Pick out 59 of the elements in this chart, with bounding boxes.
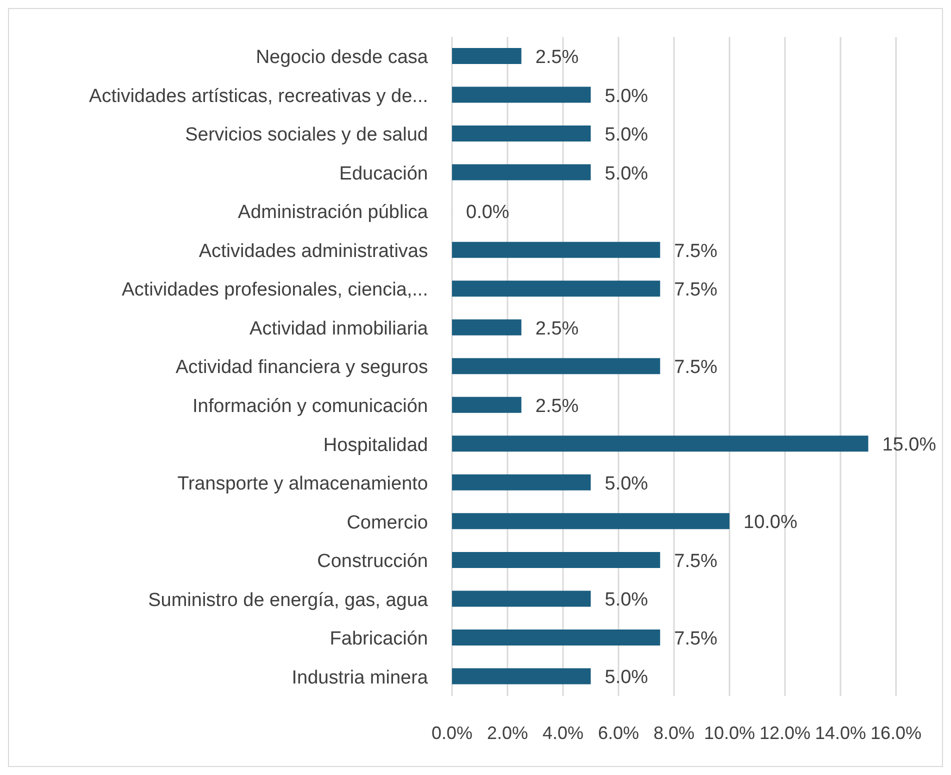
data-label: 5.0% (604, 124, 648, 146)
data-label: 5.0% (604, 86, 648, 107)
y-tick-label: Actividades profesionales, ciencia,... (122, 280, 428, 301)
y-tick-label: Construcción (317, 551, 428, 572)
data-label: 7.5% (674, 240, 718, 262)
y-tick-label: Hospitalidad (323, 434, 428, 456)
data-label: 5.0% (604, 667, 648, 688)
y-tick-label: Servicios sociales y de salud (185, 124, 428, 146)
y-tick-label: Actividad inmobiliaria (250, 318, 428, 340)
data-label: 5.0% (604, 473, 648, 494)
data-label: 5.0% (604, 163, 648, 184)
x-tick-label: 8.0% (653, 722, 695, 743)
bar (452, 126, 591, 142)
y-tick-label: Actividad financiera y seguros (176, 357, 428, 378)
y-tick-label: Actividades artísticas, recreativas y de... (89, 86, 428, 107)
data-label: 2.5% (535, 396, 579, 417)
data-label: 10.0% (744, 512, 798, 534)
bar (452, 48, 522, 64)
bar (452, 164, 591, 180)
y-tick-label: Transporte y almacenamiento (177, 474, 428, 495)
data-label: 7.5% (674, 357, 718, 378)
y-tick-label: Fabricación (330, 628, 428, 650)
data-label: 7.5% (674, 550, 718, 572)
bar (452, 552, 660, 568)
data-label: 15.0% (882, 434, 936, 456)
data-label: 2.5% (535, 318, 579, 340)
x-tick-label: 0.0% (431, 722, 473, 743)
bar (452, 436, 868, 452)
bar (452, 280, 660, 297)
data-label: 0.0% (466, 202, 510, 224)
y-tick-label: Información y comunicación (192, 396, 428, 418)
bar (452, 474, 591, 490)
bar (452, 590, 591, 607)
y-tick-label: Administración pública (238, 202, 428, 224)
x-tick-label: 14.0% (814, 722, 866, 743)
data-label: 2.5% (535, 47, 579, 68)
x-tick-label: 16.0% (870, 722, 922, 743)
bar (452, 513, 730, 530)
bar (452, 319, 522, 336)
bar (452, 668, 591, 684)
x-tick-label: 2.0% (486, 722, 528, 743)
bar (452, 358, 660, 374)
data-label: 5.0% (604, 590, 648, 611)
y-tick-label: Educación (339, 163, 428, 184)
x-tick-label: 4.0% (542, 722, 584, 743)
y-tick-label: Negocio desde casa (256, 47, 428, 68)
y-tick-label: Actividades administrativas (198, 240, 428, 262)
x-tick-label: 12.0% (759, 722, 811, 743)
x-tick-label: 6.0% (598, 722, 640, 743)
data-label: 7.5% (674, 628, 718, 650)
bar (452, 86, 591, 103)
y-tick-label: Suministro de energía, gas, agua (148, 590, 428, 611)
bar (452, 629, 660, 646)
bar (452, 396, 522, 413)
x-tick-label: 10.0% (704, 722, 756, 743)
bar (452, 242, 660, 258)
data-label: 7.5% (674, 280, 718, 301)
y-tick-label: Comercio (346, 512, 428, 534)
y-tick-label: Industria minera (292, 667, 428, 688)
